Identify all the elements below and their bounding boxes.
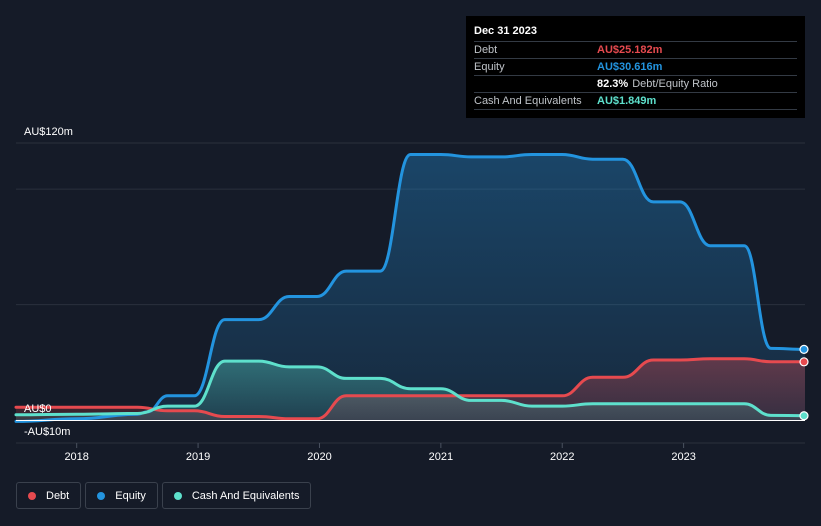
debt-end-marker: [799, 357, 809, 367]
x-tick-label-2019: 2019: [186, 451, 210, 463]
tooltip-equity-value: AU$30.616m: [597, 61, 663, 73]
legend-dot-debt: [28, 491, 36, 500]
tooltip-cash-row: Cash And Equivalents AU$1.849m: [474, 92, 797, 110]
tooltip-debt-value: AU$25.182m: [597, 44, 663, 56]
x-tick-label-2021: 2021: [429, 451, 453, 463]
tooltip-equity-label: Equity: [474, 61, 505, 73]
cash-line: [14, 359, 807, 418]
legend-item-debt[interactable]: Debt: [16, 482, 82, 509]
data-tooltip: Dec 31 2023 Debt AU$25.182m Equity AU$30…: [466, 16, 805, 118]
x-tick-label-2023: 2023: [671, 451, 695, 463]
debt-line: [14, 357, 807, 421]
tooltip-debt-label: Debt: [474, 44, 498, 56]
x-tick-label-2018: 2018: [64, 451, 88, 463]
equity-area: [16, 154, 805, 422]
y-axis-zero-label: AU$0: [24, 403, 52, 415]
legend-item-cash[interactable]: Cash And Equivalents: [161, 482, 312, 509]
chart-legend: Debt Equity Cash And Equivalents: [16, 482, 312, 509]
cash-end-marker: [799, 411, 809, 421]
series-areas: [16, 154, 805, 422]
tooltip-debt-row: Debt AU$25.182m: [474, 41, 797, 58]
legend-label-equity: Equity: [115, 489, 146, 502]
axes: 2018 2019 2020 2021 2022 2023: [16, 420, 805, 463]
y-axis-bottom-label: -AU$10m: [24, 426, 70, 438]
x-tick-label-2022: 2022: [550, 451, 574, 463]
tooltip-ratio-label: Debt/Equity Ratio: [632, 78, 718, 90]
y-axis-top-label: AU$120m: [24, 126, 73, 138]
tooltip-ratio-spacer: [474, 76, 597, 92]
tooltip-cash-value: AU$1.849m: [597, 95, 657, 107]
tooltip-ratio-value: 82.3%: [597, 78, 629, 90]
tooltip-date: Dec 31 2023: [474, 25, 537, 37]
tooltip-ratio-row: 82.3% Debt/Equity Ratio: [474, 75, 797, 92]
series-lines: [14, 153, 809, 423]
tooltip-cash-label: Cash And Equivalents: [474, 95, 582, 107]
legend-dot-equity: [97, 491, 106, 500]
legend-dot-cash: [173, 491, 182, 500]
x-tick-label-2020: 2020: [307, 451, 331, 463]
equity-end-marker: [799, 344, 809, 354]
tooltip-equity-row: Equity AU$30.616m: [474, 58, 797, 75]
legend-label-debt: Debt: [46, 489, 70, 502]
legend-item-equity[interactable]: Equity: [85, 482, 158, 509]
equity-line: [14, 153, 807, 423]
legend-label-cash: Cash And Equivalents: [191, 489, 300, 502]
